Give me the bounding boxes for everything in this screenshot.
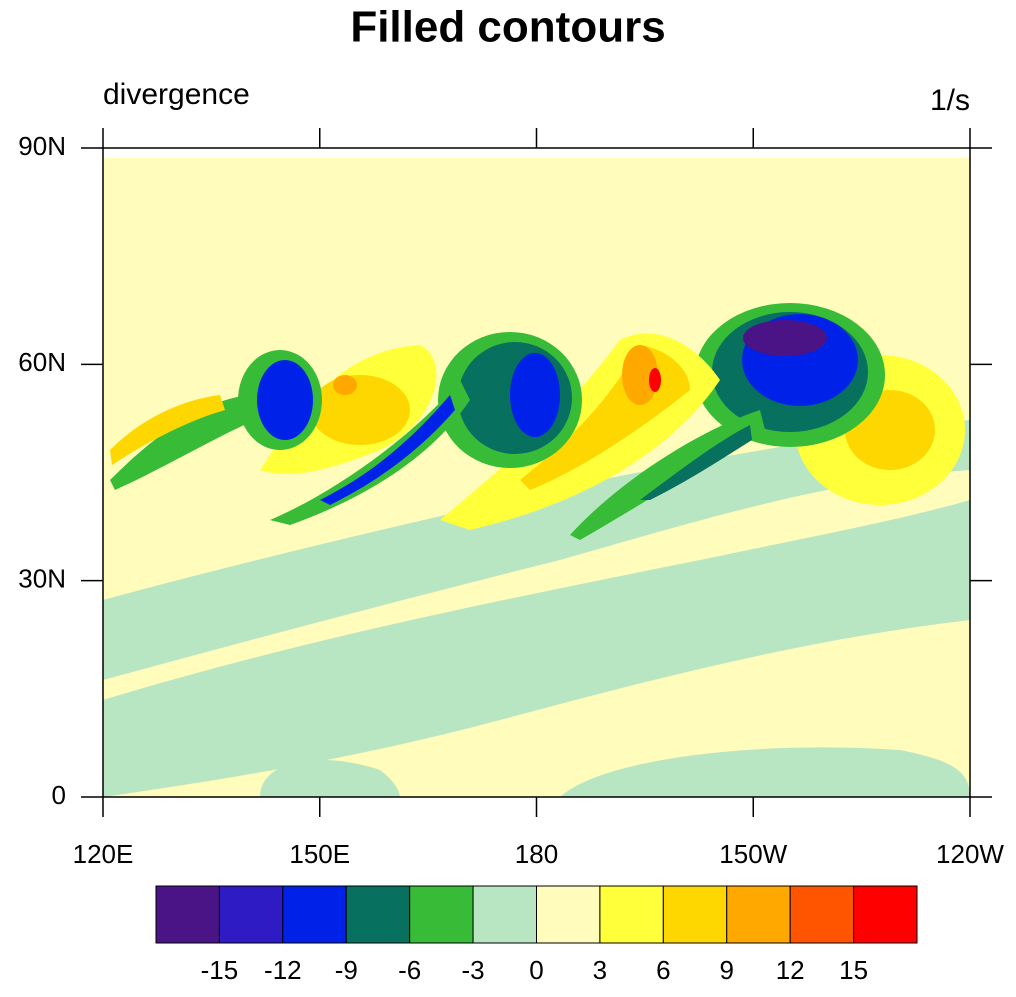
field-band xyxy=(560,747,970,797)
x-tick-label: 180 xyxy=(515,839,558,869)
colorbar-label: 6 xyxy=(656,955,670,985)
colorbar-box xyxy=(789,885,855,944)
right-label: 1/s xyxy=(930,84,970,117)
x-tick-label: 120E xyxy=(73,839,134,869)
colorbar-box xyxy=(662,885,728,944)
field-blob xyxy=(270,380,470,525)
colorbar-box xyxy=(345,885,411,944)
colorbar-box xyxy=(726,885,791,944)
field-blob xyxy=(257,360,313,440)
field-blob xyxy=(622,345,658,405)
field-blob xyxy=(570,410,765,540)
field-blob xyxy=(320,395,455,505)
y-tick-label: 0 xyxy=(52,780,66,810)
field-blob xyxy=(743,320,827,356)
colorbar-label: -6 xyxy=(398,955,421,985)
colorbar-label: -15 xyxy=(201,955,239,985)
field-blob xyxy=(640,425,752,500)
field-blob xyxy=(333,375,357,395)
colorbar-box xyxy=(409,885,474,944)
field-band xyxy=(103,500,970,797)
colorbar-label: -12 xyxy=(264,955,302,985)
contour-field xyxy=(103,158,970,797)
colorbar-label: -9 xyxy=(335,955,358,985)
colorbar-label: 0 xyxy=(529,955,543,985)
x-tick-label: 120W xyxy=(936,839,1004,869)
field-band xyxy=(103,420,970,680)
colorbar-label: 15 xyxy=(839,955,868,985)
colorbar-label: -3 xyxy=(462,955,485,985)
field-blob xyxy=(649,368,661,392)
colorbar-label: 9 xyxy=(720,955,734,985)
field-band xyxy=(260,759,400,797)
x-tick-label: 150E xyxy=(289,839,350,869)
colorbar-box xyxy=(218,885,284,944)
field-blob xyxy=(110,395,255,490)
colorbar-box xyxy=(155,885,220,944)
y-tick-label: 90N xyxy=(18,131,66,161)
colorbar-label: 12 xyxy=(776,955,805,985)
x-tick-label: 150W xyxy=(719,839,787,869)
field-blob xyxy=(110,395,225,465)
colorbar-box xyxy=(536,885,601,944)
colorbar-box xyxy=(282,885,347,944)
colorbar-label: 3 xyxy=(593,955,607,985)
colorbar-box xyxy=(853,885,918,944)
colorbar-box xyxy=(472,885,538,944)
y-tick-label: 60N xyxy=(18,347,66,377)
left-label: divergence xyxy=(103,78,250,111)
field-blob xyxy=(510,353,560,437)
y-tick-label: 30N xyxy=(18,564,66,594)
chart-title: Filled contours xyxy=(350,3,665,52)
field-blob xyxy=(310,375,410,445)
colorbar-box xyxy=(599,885,664,944)
